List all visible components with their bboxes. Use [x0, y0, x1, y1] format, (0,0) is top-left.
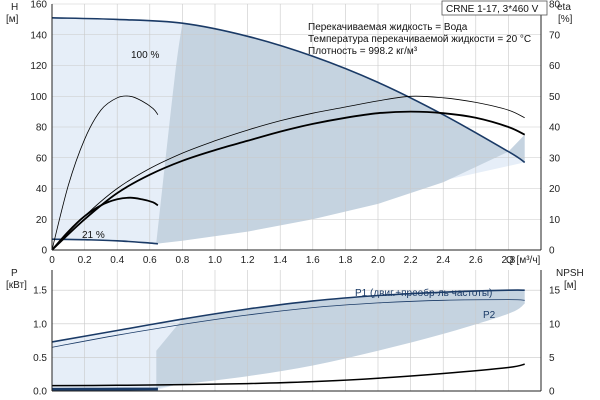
- x-tick-label: 2.0: [371, 255, 385, 266]
- info-line-temperature: Температура перекачиваемой жидкости = 20…: [308, 34, 531, 45]
- y-tick-label-h: 160: [30, 0, 47, 11]
- series-p2: [51, 299, 525, 348]
- chart-title: CRNE 1-17, 3*460 V: [446, 4, 539, 15]
- y-tick-label-eta: 40: [549, 123, 561, 134]
- y-tick-label-h: 20: [36, 215, 48, 226]
- y-axis-unit-eta: [%]: [558, 14, 573, 25]
- y-tick-label-eta: 30: [549, 153, 561, 164]
- curve-label-100: 100 %: [131, 50, 159, 61]
- y-tick-label-npsh: 15: [549, 286, 561, 297]
- y-tick-label-p: 1.5: [33, 286, 47, 297]
- x-tick-label: 1.0: [208, 255, 222, 266]
- y-tick-label-eta: 50: [549, 92, 561, 103]
- y-tick-label-h: 40: [36, 184, 48, 195]
- head-panel-area: [52, 17, 525, 244]
- y-tick-label-eta: 0: [549, 246, 555, 257]
- power-operating-area: [156, 290, 525, 389]
- y-tick-label-h: 80: [36, 123, 48, 134]
- y-tick-label-p: 1.0: [33, 319, 47, 330]
- y-tick-label-eta: 20: [549, 184, 561, 195]
- info-line-liquid: Перекачиваемая жидкость = Вода: [308, 22, 468, 33]
- series-label-p1: P1 (двиг.+преобр-ль частоты): [355, 287, 492, 299]
- y-tick-label-npsh: 10: [549, 319, 561, 330]
- head-panel-curves: [51, 17, 526, 251]
- chart-axes: [51, 4, 542, 392]
- series-eta-thin-small: [51, 95, 159, 251]
- y-axis-label-npsh: NPSH: [556, 268, 584, 279]
- y-axis-unit-p: [кВт]: [6, 280, 27, 291]
- power-panel-area: [52, 290, 525, 390]
- x-tick-label: 0.4: [110, 255, 124, 266]
- y-tick-label-h: 140: [30, 30, 47, 41]
- x-tick-label: 1.8: [338, 255, 352, 266]
- y-tick-label-npsh: 5: [549, 353, 555, 364]
- y-tick-label-h: 60: [36, 153, 48, 164]
- x-tick-label: 2.8: [501, 255, 515, 266]
- y-tick-label-eta: 80: [549, 0, 561, 11]
- series-p1: [51, 289, 525, 343]
- y-tick-label-h: 120: [30, 61, 47, 72]
- y-tick-label-npsh: 0: [549, 387, 555, 398]
- x-tick-label: 1.2: [241, 255, 255, 266]
- head-panel-grid: [51, 3, 542, 251]
- series-label-p2: P2: [483, 310, 496, 321]
- series-eta-bold-small: [51, 196, 159, 251]
- series-head-min: [51, 238, 158, 245]
- series-eta-ref: [51, 95, 525, 251]
- y-axis-unit-h: [м]: [6, 14, 19, 25]
- x-tick-label: 0.6: [143, 255, 157, 266]
- title-box: [441, 0, 548, 16]
- x-tick-label: 0: [49, 255, 55, 266]
- x-axis-label-q: Q [м³/ч]: [506, 255, 541, 266]
- power-panel-curves: [51, 289, 525, 391]
- y-tick-label-eta: 10: [549, 215, 561, 226]
- y-axis-label-h: H: [11, 2, 18, 13]
- y-tick-label-eta: 70: [549, 30, 561, 41]
- y-tick-label-p: 0.0: [33, 387, 47, 398]
- info-line-density: Плотность = 998.2 кг/м³: [308, 46, 418, 57]
- tick-labels: 0 0.2 0.4 0.6 0.8 1.0 1.2 1.4 1.6 1.8 2.0 2.2 2.4 2.6…: [30, 0, 560, 398]
- x-tick-label: 1.6: [306, 255, 320, 266]
- y-tick-label-p: 0.5: [33, 353, 47, 364]
- x-tick-label: 0.8: [175, 255, 189, 266]
- y-tick-label-h: 0: [41, 246, 47, 257]
- y-axis-label-p: P: [11, 268, 18, 279]
- x-tick-label: 1.4: [273, 255, 287, 266]
- y-axis-label-eta: eta: [557, 2, 571, 13]
- x-tick-label: 2.2: [404, 255, 418, 266]
- y-tick-label-h: 100: [30, 92, 47, 103]
- x-tick-label: 2.6: [469, 255, 483, 266]
- x-tick-label: 2.4: [436, 255, 450, 266]
- x-tick-label: 0.2: [78, 255, 92, 266]
- series-npsh: [51, 363, 525, 387]
- curve-label-21: 21 %: [82, 230, 105, 241]
- y-axis-unit-npsh: [м]: [564, 280, 577, 291]
- series-eta-max: [51, 110, 526, 251]
- y-tick-label-eta: 60: [549, 61, 561, 72]
- series-head-max: [51, 17, 526, 164]
